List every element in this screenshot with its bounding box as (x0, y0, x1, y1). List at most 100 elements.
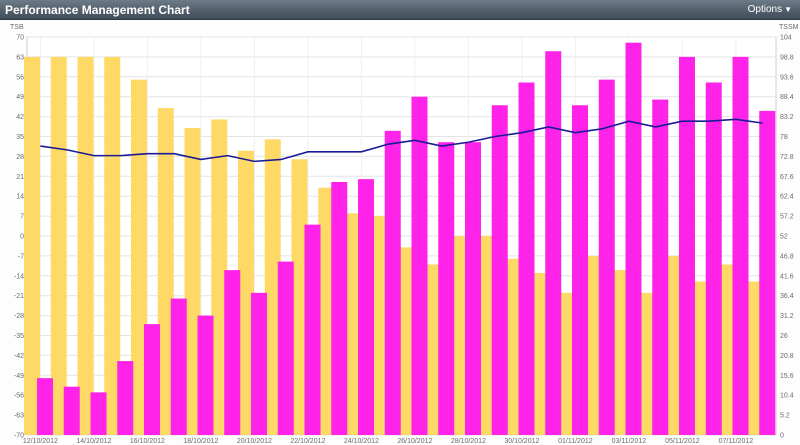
left-axis-tick-label: 42 (16, 114, 24, 121)
left-axis-tick-label: -56 (14, 393, 24, 400)
left-axis-tick-label: 70 (16, 35, 24, 42)
right-axis-tick-label: 57.2 (780, 214, 794, 221)
tss-bar (705, 82, 722, 435)
right-axis-tick-label: 36.4 (780, 293, 794, 300)
tss-bar (598, 79, 615, 435)
right-axis-tick-label: 72.8 (780, 154, 794, 161)
tss-bar (197, 315, 214, 435)
tss-bar (117, 361, 134, 435)
x-axis-tick-label: 26/10/2012 (397, 438, 432, 445)
tsb-bar (345, 213, 361, 435)
right-axis-tick-label: 31.2 (780, 313, 794, 320)
tsb-bar (532, 272, 549, 435)
tsb-bar (452, 236, 468, 435)
x-axis-tick-label: 22/10/2012 (290, 438, 325, 445)
tss-bar (90, 392, 107, 435)
left-axis-tick-label: 35 (16, 134, 24, 141)
left-axis-label: TSB (10, 24, 24, 31)
x-axis-tick-label: 28/10/2012 (451, 438, 486, 445)
right-axis-tick-label: 67.6 (780, 174, 794, 181)
tsb-bar (131, 79, 147, 435)
tss-bar (652, 99, 669, 436)
right-axis-tick-label: 15.6 (780, 373, 794, 380)
tssm-line (40, 118, 763, 163)
chevron-down-icon: ▼ (784, 5, 792, 14)
left-axis-tick-label: 0 (20, 234, 24, 241)
x-axis-tick-label: 20/10/2012 (237, 438, 272, 445)
tss-bar (518, 82, 535, 435)
tsb-bar (612, 270, 629, 435)
tsb-bar (371, 216, 388, 435)
tss-bar (251, 292, 267, 435)
right-axis-tick-label: 5.2 (780, 413, 790, 420)
tsb-bar (585, 255, 602, 435)
tsb-bar (77, 56, 94, 436)
tss-bar (679, 56, 695, 436)
right-axis-tick-label: 10.4 (780, 393, 794, 400)
left-axis-tick-label: -21 (14, 293, 24, 300)
left-axis-tick-label: -14 (14, 273, 24, 280)
tss-bar (491, 105, 508, 435)
x-axis-tick-label: 24/10/2012 (344, 438, 379, 445)
tsb-bar (50, 56, 67, 436)
tsb-bar (425, 264, 442, 435)
right-axis-tick-label: 41.6 (780, 273, 794, 280)
tsb-bar (211, 119, 228, 435)
tss-bar (358, 179, 374, 435)
left-axis-tick-label: 49 (16, 94, 24, 101)
tsb-bar (104, 56, 121, 436)
tsb-bar (746, 281, 763, 435)
tss-bar (438, 142, 455, 435)
tss-bar (37, 378, 53, 435)
x-axis-tick-label: 18/10/2012 (183, 438, 218, 445)
left-axis-tick-label: -70 (14, 433, 24, 440)
tsb-bar (505, 258, 522, 435)
right-axis-tick-label: 93.6 (780, 74, 794, 81)
x-axis-tick-label: 12/10/2012 (23, 438, 58, 445)
tss-bar (304, 224, 321, 435)
options-menu-button[interactable]: Options ▼ (748, 4, 792, 15)
tsb-bar (692, 281, 709, 435)
right-axis-tick-label: 83.2 (780, 114, 794, 121)
tss-bar (63, 386, 80, 435)
left-axis-tick-label: 56 (16, 74, 24, 81)
tsb-bar (264, 139, 281, 435)
left-axis-tick-label: -28 (14, 313, 24, 320)
right-axis-tick-label: 26 (780, 333, 788, 340)
tsb-bar (666, 255, 682, 435)
left-axis-tick-label: 63 (16, 54, 24, 61)
tsb-bar (238, 150, 254, 435)
left-axis-tick-label: -63 (14, 413, 24, 420)
tsb-bar (639, 292, 656, 435)
tsb-bar (719, 264, 736, 435)
right-axis-tick-label: 0 (780, 433, 784, 440)
x-axis-tick-label: 01/11/2012 (558, 438, 593, 445)
tsb-bar (478, 236, 495, 435)
tsb-bar (398, 247, 415, 435)
tss-bar (277, 261, 294, 435)
right-axis-tick-label: 78 (780, 134, 788, 141)
tsb-bar (157, 108, 174, 436)
left-axis-tick-label: 7 (20, 214, 24, 221)
tsb-bar (24, 56, 40, 436)
right-axis-tick-label: 62.4 (780, 194, 794, 201)
tss-bar (572, 105, 588, 435)
left-axis-tick-label: -7 (18, 253, 24, 260)
right-axis-tick-label: 46.8 (780, 253, 794, 260)
right-axis-label: TSSM (779, 24, 799, 31)
tss-bar (465, 142, 481, 435)
tss-bar (384, 130, 401, 436)
left-axis-tick-label: -35 (14, 333, 24, 340)
x-axis-tick-label: 30/10/2012 (504, 438, 539, 445)
tss-bar (732, 56, 749, 436)
tsb-bar (559, 292, 575, 435)
right-axis-tick-label: 52 (780, 234, 788, 241)
left-axis-tick-label: 21 (16, 174, 24, 181)
right-axis-tick-label: 88.4 (780, 94, 794, 101)
left-axis-tick-label: 14 (16, 194, 24, 201)
x-axis-tick-label: 03/11/2012 (612, 438, 647, 445)
tss-bar (144, 324, 160, 435)
right-axis-tick-label: 104 (780, 35, 792, 42)
